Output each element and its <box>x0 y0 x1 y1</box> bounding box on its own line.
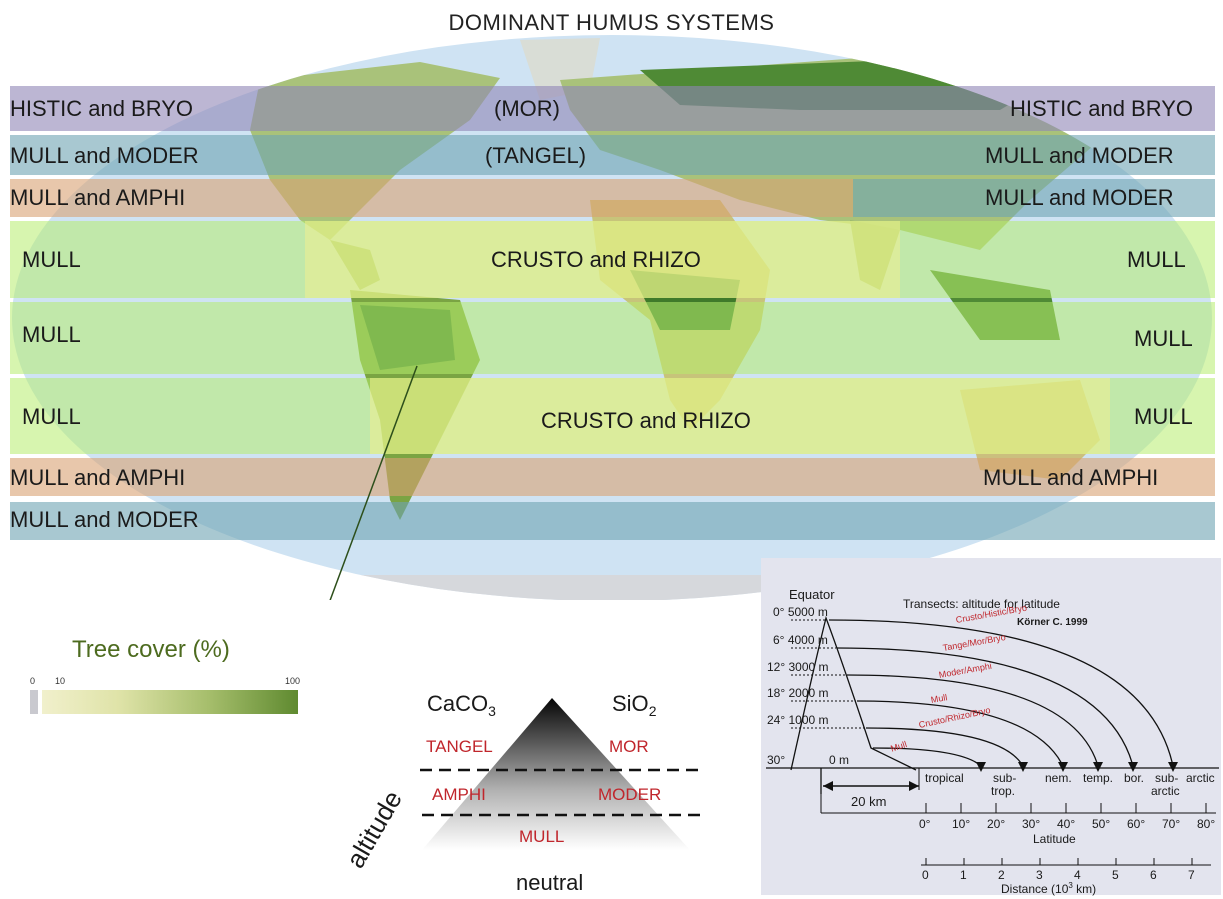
lat-tick-30: 30° <box>1022 817 1041 831</box>
lat-tick-40: 40° <box>1057 817 1076 831</box>
zone-tropical: tropical <box>925 771 964 785</box>
equator-label: Equator <box>789 587 835 602</box>
alt-row-2: 12° 3000 m <box>767 660 829 674</box>
label-histic-left: HISTIC and BRYO <box>10 96 193 121</box>
leader-line <box>329 365 418 600</box>
alt-row-3: 18° 2000 m <box>767 686 829 700</box>
caco3-label: CaCO3 <box>427 691 496 719</box>
moder-label: MODER <box>598 785 662 804</box>
label-tangel: (TANGEL) <box>485 143 587 168</box>
label-mull-right-1: MULL <box>1127 247 1186 272</box>
label-histic-right: HISTIC and BRYO <box>1010 96 1193 121</box>
dist-tick-0: 0 <box>922 868 929 882</box>
label-crusto-rhizo-north: CRUSTO and RHIZO <box>491 247 701 272</box>
mor-label: MOR <box>609 737 649 756</box>
label-mull-moder-left-3: MULL and MODER <box>10 507 199 532</box>
zone-bor: bor. <box>1124 771 1145 785</box>
label-mull-moder-right-2: MULL and MODER <box>985 185 1174 210</box>
label-mor: (MOR) <box>494 96 560 121</box>
legend-tick-0: 0 <box>30 676 36 686</box>
humus-bands <box>10 86 1215 540</box>
legend-tick-10: 10 <box>55 676 66 686</box>
label-mull-amphi-left-1: MULL and AMPHI <box>10 185 186 210</box>
label-mull-right-2: MULL <box>1134 326 1193 351</box>
alt-row-4: 24° 1000 m <box>767 713 829 727</box>
label-mull-left-1: MULL <box>22 247 81 272</box>
inset-title: Transects: altitude for latitude <box>903 597 1060 611</box>
distance-axis-label: Distance (103 km) <box>1001 881 1097 896</box>
legend-tick-100: 100 <box>285 676 301 686</box>
label-mull-right-3: MULL <box>1134 404 1193 429</box>
label-mull-amphi-right-2: MULL and AMPHI <box>983 465 1159 490</box>
latitude-axis-label: Latitude <box>1033 832 1076 846</box>
alt-row-1: 6° 4000 m <box>773 633 828 647</box>
alt-row-5-lat: 30° <box>767 753 786 767</box>
lat-tick-20: 20° <box>987 817 1006 831</box>
tree-cover-colorbar <box>42 690 298 714</box>
lat-tick-70: 70° <box>1162 817 1181 831</box>
zone-arctic: arctic <box>1186 771 1215 785</box>
lat-tick-0: 0° <box>919 817 931 831</box>
lat-tick-60: 60° <box>1127 817 1146 831</box>
label-mull-moder-left-1: MULL and MODER <box>10 143 199 168</box>
dist-tick-2: 2 <box>998 868 1005 882</box>
altitude-axis-label: altitude <box>340 785 408 873</box>
alt-row-5-alt: 0 m <box>829 753 850 767</box>
tangel-label: TANGEL <box>426 737 493 756</box>
zone-subarctic-1: sub- <box>1155 771 1179 785</box>
dist-tick-7: 7 <box>1188 868 1195 882</box>
alt-row-0: 0° 5000 m <box>773 605 828 619</box>
legend-zero-swatch <box>30 690 38 714</box>
lat-tick-10: 10° <box>952 817 971 831</box>
sio2-label: SiO2 <box>612 691 657 719</box>
zone-subtrop-1: sub- <box>993 771 1017 785</box>
label-mull-left-2: MULL <box>22 322 81 347</box>
zone-subtrop-2: trop. <box>991 784 1016 798</box>
dist-tick-3: 3 <box>1036 868 1043 882</box>
mull-label: MULL <box>519 827 565 846</box>
transect-inset: Equator Transects: altitude for latitude… <box>761 558 1221 895</box>
neutral-label: neutral <box>516 870 584 895</box>
label-mull-left-3: MULL <box>22 404 81 429</box>
citation: Körner C. 1999 <box>1017 617 1088 628</box>
lat-tick-80: 80° <box>1197 817 1216 831</box>
figure-title: DOMINANT HUMUS SYSTEMS <box>448 10 775 35</box>
dist-tick-5: 5 <box>1112 868 1119 882</box>
label-mull-moder-right-1: MULL and MODER <box>985 143 1174 168</box>
amphi-label: AMPHI <box>432 785 486 804</box>
dist-tick-1: 1 <box>960 868 967 882</box>
dist-tick-6: 6 <box>1150 868 1157 882</box>
zone-temp: temp. <box>1083 771 1114 785</box>
distance-20km-label: 20 km <box>851 794 887 809</box>
lat-tick-50: 50° <box>1092 817 1111 831</box>
label-mull-amphi-left-2: MULL and AMPHI <box>10 465 186 490</box>
zone-subarctic-2: arctic <box>1151 784 1180 798</box>
legend-title: Tree cover (%) <box>72 636 230 663</box>
label-crusto-rhizo-south: CRUSTO and RHIZO <box>541 408 751 433</box>
dist-tick-4: 4 <box>1074 868 1081 882</box>
transect-graphic <box>766 615 1219 866</box>
zone-nem: nem. <box>1045 771 1072 785</box>
altitude-triangle <box>420 698 705 850</box>
